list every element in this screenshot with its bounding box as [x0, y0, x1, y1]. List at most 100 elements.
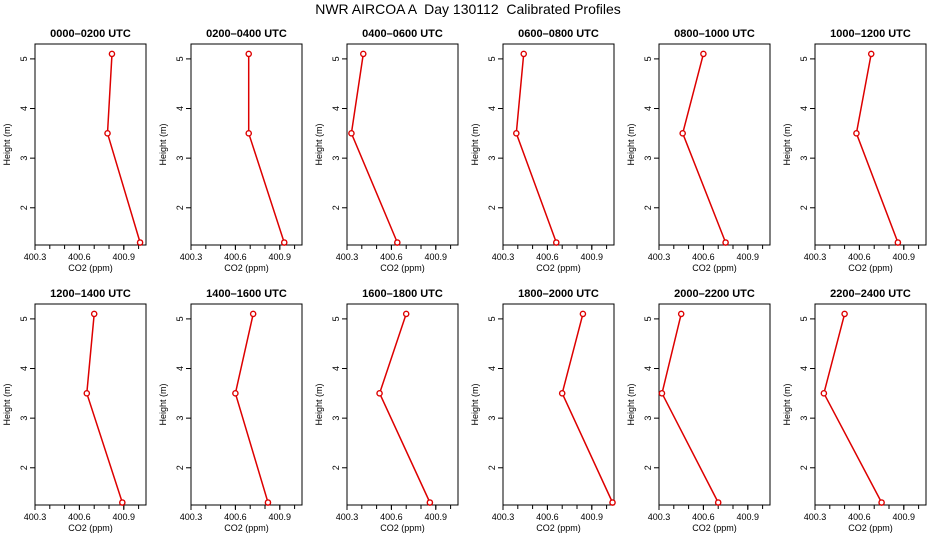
data-point: [264, 499, 272, 506]
y-axis-label: Height (m): [470, 383, 480, 425]
panel-title: 1200–1400 UTC: [50, 288, 131, 300]
data-point: [513, 130, 520, 137]
x-axis-label: CO2 (ppm): [848, 523, 893, 533]
plot-frame: [502, 43, 615, 246]
data-point: [359, 50, 367, 58]
data-point: [136, 239, 144, 246]
x-axis-label: CO2 (ppm): [692, 523, 737, 533]
data-point: [249, 310, 257, 318]
data-point: [245, 130, 253, 137]
x-tick-label: 400.3: [804, 252, 827, 262]
x-tick-label: 400.6: [848, 252, 871, 262]
y-tick-label: 3: [799, 416, 809, 421]
x-tick-label: 400.3: [804, 512, 827, 522]
data-point: [677, 310, 685, 318]
x-tick-label: 400.6: [68, 512, 91, 522]
plot-frame: [502, 303, 615, 506]
y-tick-label: 5: [175, 56, 185, 61]
data-point: [280, 239, 288, 246]
x-tick-label: 400.6: [224, 252, 247, 262]
x-tick-label: 400.3: [24, 512, 47, 522]
x-tick-label: 400.3: [180, 512, 203, 522]
y-tick-label: 4: [799, 366, 809, 371]
y-tick-label: 3: [331, 416, 341, 421]
plot-frame: [190, 303, 303, 506]
x-tick-label: 400.9: [269, 252, 292, 262]
data-point: [90, 310, 98, 318]
x-axis-label: CO2 (ppm): [848, 263, 893, 273]
x-tick-label: 400.9: [581, 512, 604, 522]
x-tick-label: 400.9: [893, 512, 916, 522]
x-axis-label: CO2 (ppm): [68, 523, 113, 533]
x-tick-label: 400.9: [113, 512, 136, 522]
y-tick-label: 3: [175, 156, 185, 161]
data-point: [232, 390, 239, 397]
x-tick-label: 400.6: [380, 252, 403, 262]
x-tick-label: 400.6: [536, 512, 559, 522]
x-tick-label: 400.9: [893, 252, 916, 262]
y-axis-label: Height (m): [314, 383, 324, 425]
y-tick-label: 4: [643, 366, 653, 371]
data-point: [679, 130, 686, 137]
x-tick-label: 400.3: [336, 512, 359, 522]
y-tick-label: 3: [19, 416, 29, 421]
x-tick-label: 400.6: [848, 512, 871, 522]
profile-line: [823, 313, 883, 503]
y-tick-label: 2: [175, 205, 185, 210]
data-point: [426, 499, 434, 506]
y-tick-label: 3: [643, 156, 653, 161]
panel-title: 2200–2400 UTC: [830, 288, 911, 300]
figure-title: NWR AIRCOA A Day 130112 Calibrated Profi…: [315, 1, 621, 17]
y-tick-label: 2: [799, 465, 809, 470]
y-axis-label: Height (m): [2, 383, 12, 425]
x-tick-label: 400.3: [648, 252, 671, 262]
y-tick-label: 2: [19, 465, 29, 470]
data-point: [878, 499, 885, 506]
y-axis-label: Height (m): [2, 123, 12, 165]
y-tick-label: 2: [175, 465, 185, 470]
y-tick-label: 5: [175, 316, 185, 321]
y-tick-label: 4: [487, 366, 497, 371]
y-axis-label: Height (m): [314, 123, 324, 165]
y-axis-label: Height (m): [158, 383, 168, 425]
panel-title: 0400–0600 UTC: [362, 28, 443, 40]
y-axis-label: Height (m): [782, 123, 792, 165]
y-tick-label: 5: [487, 316, 497, 321]
y-tick-label: 2: [331, 205, 341, 210]
x-tick-label: 400.9: [269, 512, 292, 522]
y-tick-label: 4: [175, 366, 185, 371]
data-point: [841, 310, 848, 318]
panel-title: 1800–2000 UTC: [518, 288, 599, 300]
plot-frame: [658, 43, 771, 246]
plot-frame: [814, 43, 927, 246]
data-point: [609, 499, 616, 506]
profile-line: [855, 53, 899, 243]
data-point: [722, 239, 729, 246]
x-axis-label: CO2 (ppm): [380, 263, 425, 273]
x-tick-label: 400.9: [581, 252, 604, 262]
y-tick-label: 5: [643, 56, 653, 61]
y-tick-label: 5: [643, 316, 653, 321]
data-point: [520, 50, 528, 58]
plot-frame: [34, 43, 147, 246]
x-tick-label: 400.9: [425, 512, 448, 522]
x-tick-label: 400.9: [737, 512, 760, 522]
y-tick-label: 5: [799, 56, 809, 61]
profile-line: [561, 313, 614, 503]
data-point: [853, 130, 860, 137]
plot-frame: [658, 303, 771, 506]
y-tick-label: 5: [19, 316, 29, 321]
y-tick-label: 4: [799, 106, 809, 111]
y-tick-label: 4: [331, 106, 341, 111]
x-tick-label: 400.3: [492, 512, 515, 522]
data-point: [394, 239, 401, 246]
x-axis-label: CO2 (ppm): [224, 523, 269, 533]
